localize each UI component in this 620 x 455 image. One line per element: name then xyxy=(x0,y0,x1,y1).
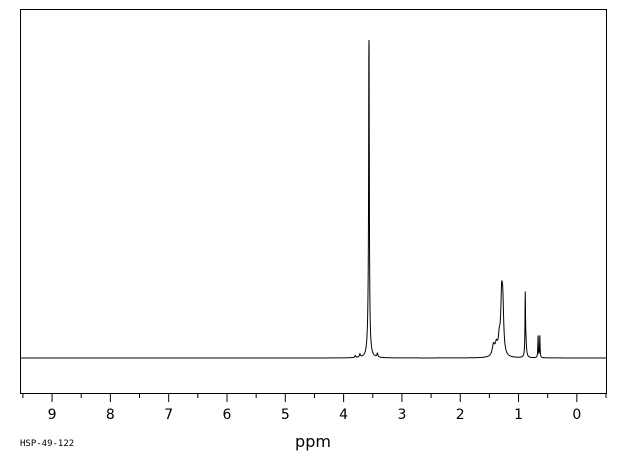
x-tick-label: 4 xyxy=(339,407,348,423)
x-tick-label: 1 xyxy=(514,407,523,423)
sample-code-label: HSP-49-122 xyxy=(20,439,74,449)
x-tick-label: 3 xyxy=(397,407,406,423)
plot-frame xyxy=(20,9,607,394)
x-tick-label: 9 xyxy=(48,407,57,423)
x-tick-label: 5 xyxy=(281,407,290,423)
x-tick-label: 7 xyxy=(164,407,173,423)
x-tick-label: 2 xyxy=(456,407,465,423)
x-tick-label: 8 xyxy=(106,407,115,423)
x-axis-ticks xyxy=(22,393,607,402)
x-axis-label: ppm xyxy=(295,432,331,451)
x-tick-label: 0 xyxy=(572,407,581,423)
x-tick-label: 6 xyxy=(223,407,232,423)
x-axis-tick-labels: 9 8 7 6 5 4 3 2 1 0 xyxy=(48,407,582,423)
spectrum-line xyxy=(20,39,606,359)
